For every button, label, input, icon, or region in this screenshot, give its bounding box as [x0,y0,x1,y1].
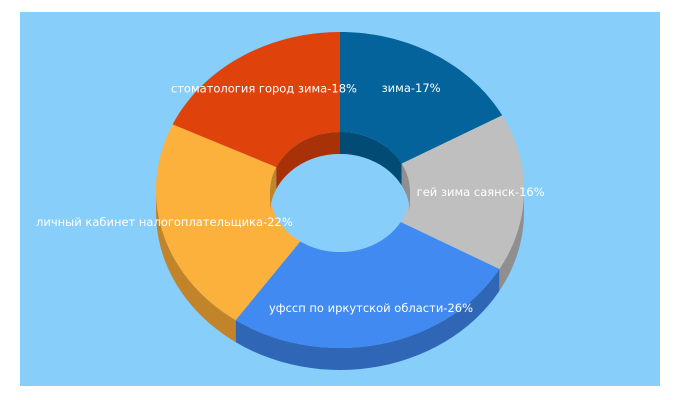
slice-inner-wall-личный-кабинет-налогоплательщика-22 [270,167,277,214]
slice-уфссп-по-иркутской-области-26[interactable] [235,222,500,348]
slice-label-гей-зима-саянск-16: гей зима саянск-16% [417,185,545,199]
slice-label-уфссп-по-иркутской-области-26: уфссп по иркутской области-26% [269,301,473,315]
slice-inner-wall-гей-зима-саянск-16 [401,163,410,214]
slice-side-уфссп-по-иркутской-области-26 [235,269,500,370]
slice-label-личный-кабинет-налогоплательщика-22: личный кабинет налогоплательщика-22% [36,215,293,229]
slice-side-личный-кабинет-налогоплательщика-22 [156,190,236,343]
slice-зима-17[interactable] [340,32,503,164]
slice-стоматология-город-зима-18[interactable] [172,32,340,168]
slice-inner-wall-стоматология-город-зима-18 [276,132,340,190]
slice-label-зима-17: зима-17% [382,81,441,95]
slice-гей-зима-саянск-16[interactable] [400,115,524,270]
slice-личный-кабинет-налогоплательщика-22[interactable] [156,124,301,321]
slice-inner-wall-зима-17 [340,132,402,186]
slice-side-гей-зима-саянск-16 [499,190,524,291]
slice-label-стоматология-город-зима-18: стоматология город зима-18% [171,81,357,95]
